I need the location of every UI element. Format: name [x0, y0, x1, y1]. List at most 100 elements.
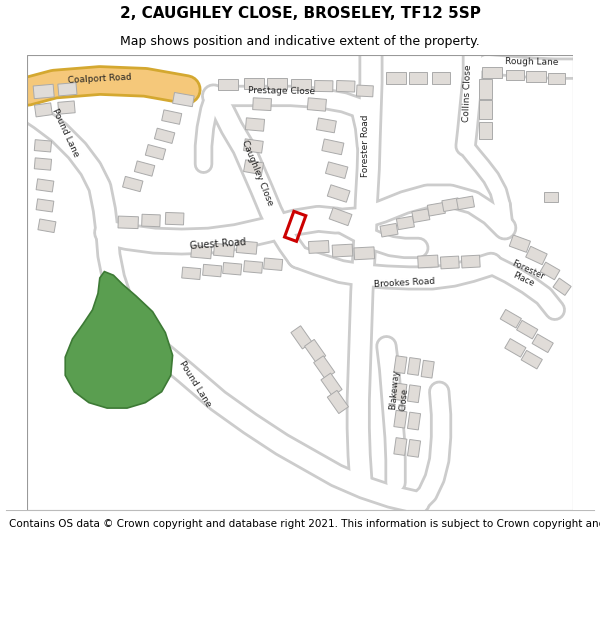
Bar	[203, 264, 222, 277]
Bar	[244, 261, 263, 273]
Bar	[328, 185, 350, 202]
Bar	[482, 67, 502, 78]
Text: Coalport Road: Coalport Road	[68, 72, 132, 85]
Bar	[407, 439, 421, 458]
Text: Guest Road: Guest Road	[190, 238, 247, 251]
Bar	[329, 208, 352, 226]
Bar	[461, 255, 480, 268]
Bar	[328, 391, 349, 414]
Bar	[332, 244, 353, 257]
Text: Pound Lane: Pound Lane	[50, 107, 80, 158]
Bar	[305, 339, 326, 362]
Bar	[325, 162, 348, 179]
Bar	[291, 79, 311, 89]
Bar	[34, 139, 52, 152]
Bar	[407, 385, 421, 402]
Bar	[245, 118, 265, 131]
Bar	[244, 160, 263, 174]
Bar	[314, 81, 333, 92]
Bar	[34, 158, 52, 170]
Bar	[321, 373, 342, 396]
Bar	[440, 256, 459, 269]
Bar	[337, 81, 355, 92]
Bar	[122, 176, 143, 192]
Text: Map shows position and indicative extent of the property.: Map shows position and indicative extent…	[120, 35, 480, 48]
Bar	[154, 128, 175, 143]
Text: Pound Lane: Pound Lane	[178, 360, 213, 409]
Bar	[218, 79, 238, 89]
Bar	[316, 118, 337, 132]
Bar	[526, 71, 546, 82]
Bar	[506, 69, 524, 81]
Bar	[421, 360, 434, 378]
Text: Rough Lane: Rough Lane	[505, 58, 559, 68]
Bar	[386, 72, 406, 84]
Text: Brookes Road: Brookes Road	[374, 276, 436, 289]
Bar	[412, 209, 430, 222]
Bar	[394, 411, 407, 428]
Bar	[182, 267, 201, 279]
Bar	[223, 262, 242, 275]
Bar	[532, 334, 553, 352]
Bar	[38, 219, 56, 232]
Bar	[314, 356, 335, 379]
Text: Caughley Close: Caughley Close	[240, 139, 275, 208]
Bar	[308, 241, 329, 253]
Bar	[548, 73, 565, 84]
Bar	[191, 245, 212, 259]
Bar	[418, 255, 438, 268]
Bar	[161, 110, 182, 124]
Bar	[397, 216, 415, 230]
Bar	[36, 179, 54, 192]
Bar	[263, 258, 283, 271]
Bar	[394, 383, 407, 401]
Bar	[244, 139, 263, 153]
Bar	[291, 326, 312, 349]
Bar	[356, 85, 373, 97]
Text: Collins Close: Collins Close	[462, 64, 473, 122]
Bar	[284, 211, 306, 241]
Bar	[33, 84, 54, 99]
Bar	[34, 103, 52, 117]
Bar	[236, 241, 257, 254]
Bar	[521, 351, 542, 369]
Bar	[457, 196, 475, 210]
Bar	[58, 101, 75, 114]
Bar	[509, 235, 530, 252]
Bar	[505, 339, 526, 357]
Bar	[214, 243, 235, 257]
Bar	[407, 412, 421, 430]
Bar	[407, 357, 421, 376]
Bar	[244, 78, 263, 89]
Bar	[427, 202, 445, 216]
Bar	[354, 247, 374, 260]
Text: Prestage Close: Prestage Close	[248, 86, 316, 96]
Bar	[432, 72, 450, 84]
Bar	[409, 72, 427, 84]
Bar	[479, 122, 492, 139]
Bar	[479, 101, 492, 119]
Bar	[58, 82, 77, 96]
Bar	[544, 191, 559, 202]
Text: Forester
Place: Forester Place	[506, 259, 545, 291]
Bar	[253, 98, 271, 111]
Bar	[166, 213, 184, 225]
Bar	[479, 79, 492, 99]
Bar	[267, 78, 287, 89]
Bar	[145, 144, 166, 160]
Bar	[517, 321, 538, 339]
Bar	[500, 309, 521, 328]
Bar	[394, 356, 407, 374]
Bar	[134, 161, 155, 176]
Text: 2, CAUGHLEY CLOSE, BROSELEY, TF12 5SP: 2, CAUGHLEY CLOSE, BROSELEY, TF12 5SP	[119, 6, 481, 21]
Bar	[526, 246, 547, 265]
Bar	[322, 139, 344, 155]
Bar	[307, 98, 326, 111]
Bar	[394, 438, 407, 456]
Bar	[118, 216, 139, 229]
Bar	[36, 199, 54, 212]
Polygon shape	[65, 272, 173, 408]
Bar	[553, 278, 571, 296]
Text: Blakeway
Close: Blakeway Close	[389, 369, 412, 411]
Bar	[540, 262, 560, 280]
